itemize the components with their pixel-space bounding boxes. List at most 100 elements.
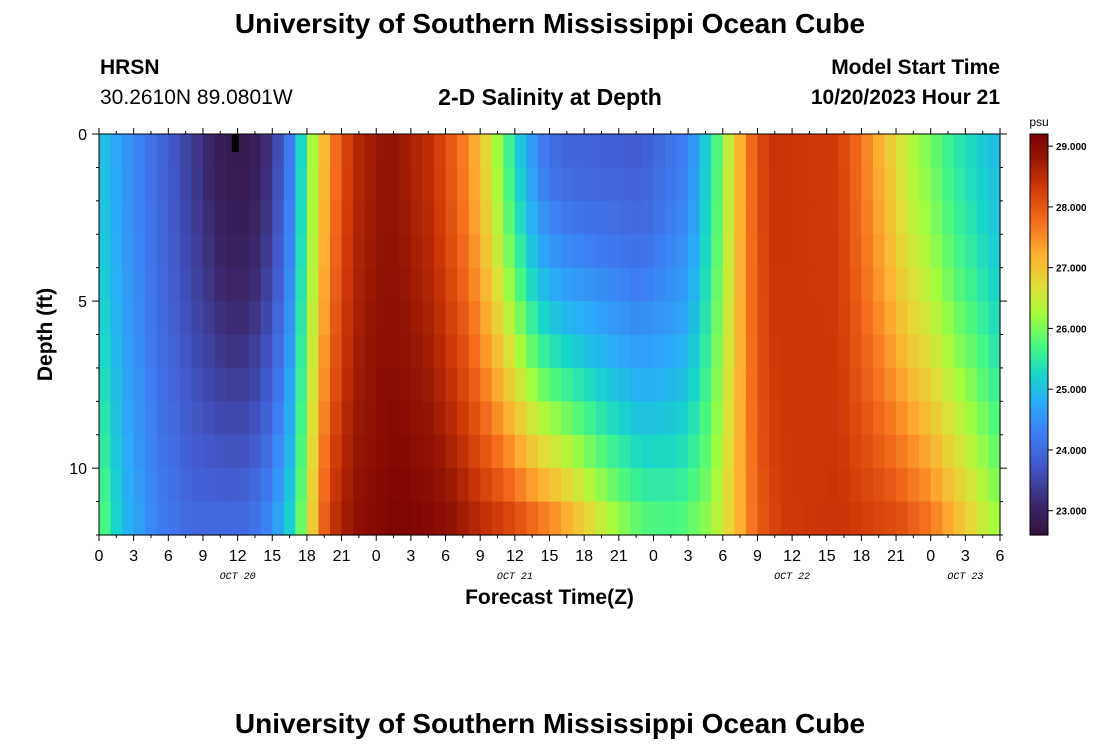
heatmap-cell bbox=[480, 501, 493, 536]
heatmap-cell bbox=[410, 167, 424, 202]
heatmap-cell bbox=[306, 167, 320, 202]
heatmap-cell bbox=[641, 267, 655, 302]
heatmap-cell bbox=[688, 200, 701, 235]
heatmap-cell bbox=[399, 367, 412, 402]
heatmap-cell bbox=[792, 301, 805, 336]
heatmap-cell bbox=[156, 167, 169, 202]
colorbar-segment bbox=[1030, 134, 1048, 138]
heatmap-cell bbox=[422, 234, 435, 269]
heatmap-cell bbox=[665, 200, 678, 235]
colorbar-segment bbox=[1030, 498, 1048, 503]
heatmap-cell bbox=[214, 334, 227, 369]
heatmap-cell bbox=[156, 234, 169, 269]
heatmap-cell bbox=[457, 134, 470, 169]
heatmap-cell bbox=[445, 267, 458, 302]
heatmap-cell bbox=[861, 234, 874, 269]
heatmap-cell bbox=[341, 401, 354, 436]
heatmap-cell bbox=[272, 234, 285, 269]
colorbar-segment bbox=[1030, 301, 1048, 306]
heatmap-cell bbox=[607, 367, 620, 402]
colorbar-segment bbox=[1030, 434, 1048, 439]
heatmap-cell bbox=[318, 234, 331, 269]
heatmap-cell bbox=[433, 434, 447, 469]
heatmap-cell bbox=[641, 200, 655, 235]
heatmap-cell bbox=[919, 200, 932, 235]
heatmap-cell bbox=[618, 468, 631, 503]
heatmap-cell bbox=[133, 234, 146, 269]
heatmap-cell bbox=[202, 334, 216, 369]
heatmap-cell bbox=[249, 301, 262, 336]
heatmap-cell bbox=[99, 267, 112, 302]
heatmap-cell bbox=[572, 367, 585, 402]
heatmap-cell bbox=[133, 301, 146, 336]
heatmap-cell bbox=[653, 234, 666, 269]
heatmap-cell bbox=[260, 367, 273, 402]
heatmap-cell bbox=[988, 401, 1001, 436]
colorbar-segment bbox=[1030, 220, 1048, 225]
heatmap-cell bbox=[283, 434, 296, 469]
y-tick-label: 5 bbox=[78, 294, 87, 311]
heatmap-cell bbox=[318, 468, 331, 503]
colorbar-segment bbox=[1030, 324, 1048, 329]
heatmap-cell bbox=[295, 267, 308, 302]
heatmap-cell bbox=[953, 501, 966, 536]
heatmap-cell bbox=[688, 501, 701, 536]
colorbar-segment bbox=[1030, 354, 1048, 359]
heatmap-cell bbox=[607, 234, 620, 269]
heatmap-cell bbox=[768, 367, 782, 402]
colorbar-frame bbox=[1029, 133, 1049, 536]
heatmap-cell bbox=[688, 468, 701, 503]
heatmap-cell bbox=[341, 200, 354, 235]
heatmap-cell bbox=[745, 367, 759, 402]
heatmap-cell bbox=[468, 301, 481, 336]
heatmap-cell bbox=[214, 401, 227, 436]
heatmap-cell bbox=[306, 401, 320, 436]
heatmap-cell bbox=[480, 234, 493, 269]
heatmap-cell bbox=[353, 501, 366, 536]
heatmap-cell bbox=[537, 334, 551, 369]
heatmap-cell bbox=[942, 434, 955, 469]
heatmap-cell bbox=[537, 434, 551, 469]
heatmap-cell bbox=[260, 167, 273, 202]
heatmap-cell bbox=[722, 234, 735, 269]
colorbar-segment bbox=[1030, 230, 1048, 235]
colorbar-segment bbox=[1030, 391, 1048, 396]
heatmap-cell bbox=[803, 134, 816, 169]
heatmap-cell bbox=[618, 367, 631, 402]
colorbar-segment bbox=[1030, 511, 1048, 516]
heatmap-cell bbox=[457, 501, 470, 536]
x-axis-tick-labels: 0 3 6 9 12 15 18 21 0 3 6 9 12 15 18 21 0 3 6 9 12 15 18 21 0 3 6 bbox=[95, 548, 1005, 565]
heatmap-cell bbox=[480, 367, 493, 402]
heatmap-cell bbox=[722, 367, 735, 402]
heatmap-cell bbox=[480, 200, 493, 235]
heatmap-cell bbox=[976, 134, 990, 169]
heatmap-cell bbox=[942, 501, 955, 536]
heatmap-cell bbox=[641, 434, 655, 469]
heatmap-cell bbox=[491, 200, 504, 235]
heatmap-cell bbox=[965, 367, 978, 402]
colorbar-segment bbox=[1030, 387, 1048, 392]
heatmap-cell bbox=[849, 200, 862, 235]
heatmap-cell bbox=[514, 301, 527, 336]
heatmap-cell bbox=[618, 501, 631, 536]
heatmap-cell bbox=[156, 367, 169, 402]
colorbar-segment bbox=[1030, 357, 1048, 362]
heatmap-cell bbox=[976, 200, 990, 235]
heatmap-cell bbox=[179, 501, 193, 536]
colorbar-segment bbox=[1030, 528, 1048, 533]
heatmap-cell bbox=[110, 167, 123, 202]
heatmap-cell bbox=[768, 200, 782, 235]
x-tick-label: 9 bbox=[199, 548, 208, 565]
x-tick-label: 15 bbox=[263, 548, 281, 565]
heatmap-cell bbox=[122, 167, 135, 202]
heatmap-cell bbox=[595, 234, 608, 269]
colorbar-segment bbox=[1030, 331, 1048, 336]
heatmap-cell bbox=[99, 501, 112, 536]
heatmap-cell bbox=[584, 334, 597, 369]
heatmap-cell bbox=[688, 434, 701, 469]
heatmap-cell bbox=[965, 234, 978, 269]
heatmap-cell bbox=[191, 267, 204, 302]
heatmap-cell bbox=[688, 234, 701, 269]
heatmap-cell bbox=[283, 501, 296, 536]
heatmap-cell bbox=[122, 134, 135, 169]
